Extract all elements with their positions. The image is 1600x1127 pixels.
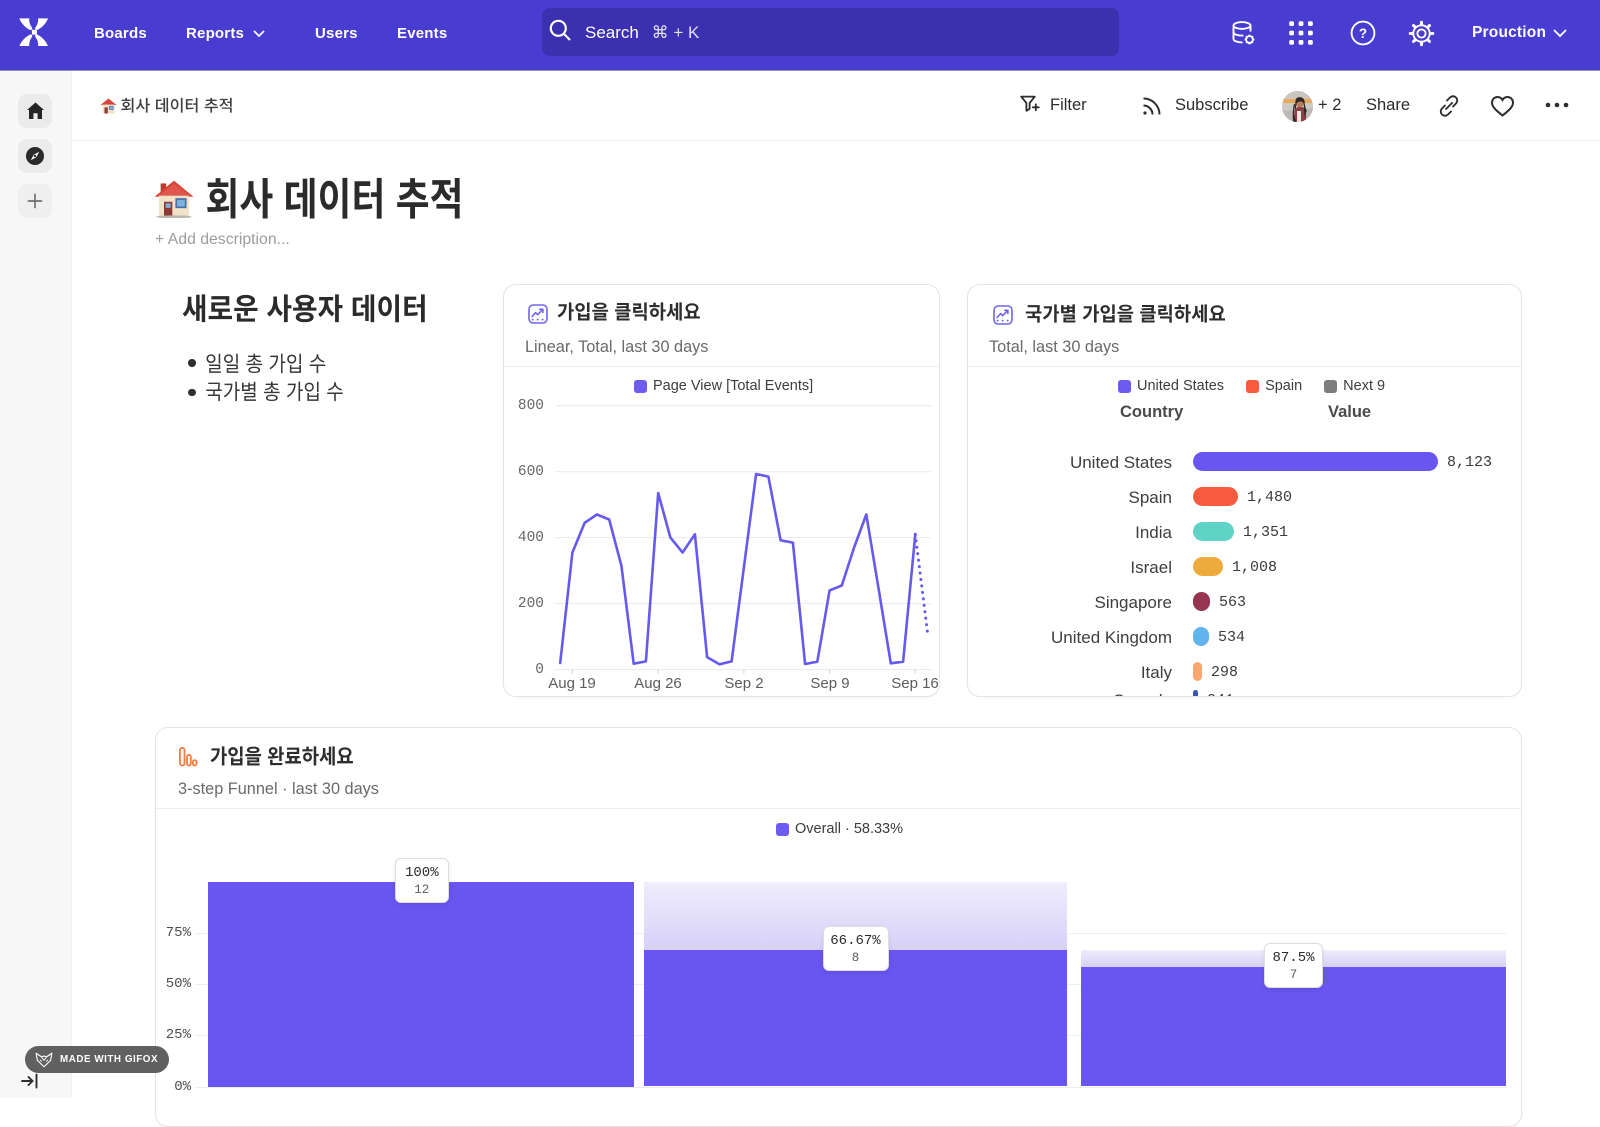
svg-text:?: ?	[1359, 26, 1367, 41]
